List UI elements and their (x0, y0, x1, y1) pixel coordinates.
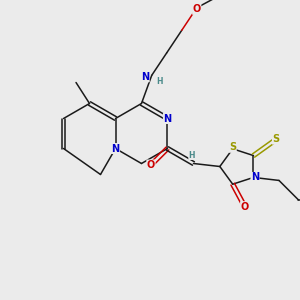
Text: S: S (229, 142, 236, 152)
Text: N: N (111, 143, 120, 154)
Text: N: N (164, 113, 172, 124)
Text: O: O (147, 160, 155, 170)
Text: H: H (189, 151, 195, 160)
Text: N: N (251, 172, 259, 182)
Text: S: S (272, 134, 280, 144)
Text: N: N (141, 72, 149, 82)
Text: O: O (193, 4, 201, 14)
Text: H: H (156, 77, 163, 86)
Text: O: O (241, 202, 249, 212)
